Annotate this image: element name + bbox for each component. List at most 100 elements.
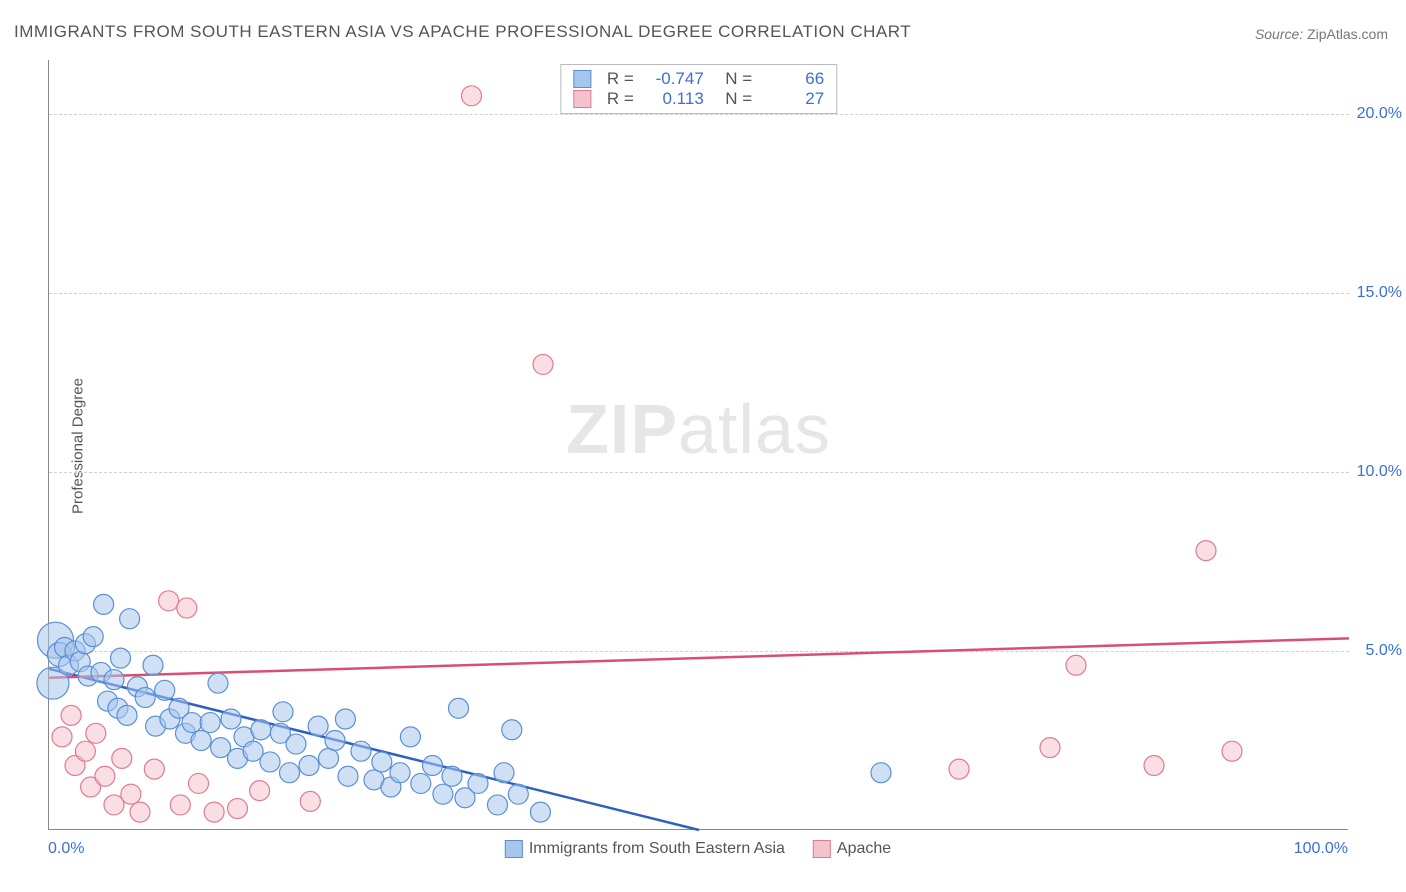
data-point (300, 791, 320, 811)
legend-N-label: N = (716, 89, 752, 109)
data-point (1196, 541, 1216, 561)
data-point (325, 730, 345, 750)
correlation-legend-row: R = -0.747 N = 66 (573, 69, 824, 89)
data-point (449, 698, 469, 718)
data-point (488, 795, 508, 815)
data-point (338, 766, 358, 786)
legend-N-label: N = (716, 69, 752, 89)
data-point (251, 720, 271, 740)
scatter-svg (49, 60, 1349, 830)
data-point (319, 748, 339, 768)
data-point (143, 655, 163, 675)
data-point (52, 727, 72, 747)
data-point (442, 766, 462, 786)
data-point (871, 763, 891, 783)
data-point (533, 354, 553, 374)
data-point (204, 802, 224, 822)
regression-line (49, 638, 1349, 677)
data-point (299, 756, 319, 776)
data-point (155, 680, 175, 700)
x-tick-min: 0.0% (48, 840, 84, 858)
data-point (949, 759, 969, 779)
series-legend-item: Apache (813, 840, 891, 858)
data-point (86, 723, 106, 743)
data-point (468, 773, 488, 793)
data-point (286, 734, 306, 754)
data-point (1040, 738, 1060, 758)
data-point (159, 591, 179, 611)
series-legend: Immigrants from South Eastern Asia Apache (505, 840, 891, 858)
data-point (400, 727, 420, 747)
legend-swatch (813, 840, 831, 858)
data-point (144, 759, 164, 779)
data-point (112, 748, 132, 768)
legend-R-label: R = (607, 69, 634, 89)
data-point (94, 594, 114, 614)
data-point (117, 705, 137, 725)
series-legend-item: Immigrants from South Eastern Asia (505, 840, 785, 858)
legend-R-value: -0.747 (644, 69, 704, 89)
data-point (411, 773, 431, 793)
data-point (95, 766, 115, 786)
data-point (335, 709, 355, 729)
legend-swatch (573, 90, 591, 108)
data-point (221, 709, 241, 729)
data-point (104, 670, 124, 690)
data-point (130, 802, 150, 822)
data-point (189, 773, 209, 793)
data-point (208, 673, 228, 693)
data-point (280, 763, 300, 783)
data-point (530, 802, 550, 822)
data-point (121, 784, 141, 804)
series-legend-label: Immigrants from South Eastern Asia (529, 840, 785, 857)
data-point (423, 756, 443, 776)
data-point (1144, 756, 1164, 776)
data-point (228, 799, 248, 819)
data-point (135, 687, 155, 707)
data-point (75, 741, 95, 761)
y-tick-label: 10.0% (1352, 463, 1402, 481)
data-point (191, 730, 211, 750)
y-tick-label: 15.0% (1352, 284, 1402, 302)
chart-title: IMMIGRANTS FROM SOUTH EASTERN ASIA VS AP… (14, 22, 911, 42)
data-point (61, 705, 81, 725)
legend-swatch (573, 70, 591, 88)
data-point (260, 752, 280, 772)
data-point (433, 784, 453, 804)
series-legend-label: Apache (837, 840, 891, 857)
x-tick-max: 100.0% (1294, 840, 1348, 858)
data-point (170, 795, 190, 815)
data-point (390, 763, 410, 783)
data-point (502, 720, 522, 740)
legend-R-label: R = (607, 89, 634, 109)
data-point (1066, 655, 1086, 675)
source-label: Source: (1255, 26, 1303, 42)
correlation-legend: R = -0.747 N = 66 R = 0.113 N = 27 (560, 64, 837, 114)
data-point (508, 784, 528, 804)
y-tick-label: 20.0% (1352, 105, 1402, 123)
plot-region: ZIPatlas 5.0%10.0%15.0%20.0% R =-0.747 N… (48, 60, 1348, 830)
data-point (1222, 741, 1242, 761)
data-point (200, 713, 220, 733)
legend-N-value: 66 (764, 69, 824, 89)
data-point (308, 716, 328, 736)
data-point (177, 598, 197, 618)
data-point (351, 741, 371, 761)
legend-N-value: 27 (764, 89, 824, 109)
correlation-legend-row: R = 0.113 N = 27 (573, 89, 824, 109)
data-point (250, 781, 270, 801)
data-point (462, 86, 482, 106)
source-value: ZipAtlas.com (1307, 26, 1388, 42)
data-point (372, 752, 392, 772)
source-attribution: Source: ZipAtlas.com (1255, 26, 1388, 42)
data-point (111, 648, 131, 668)
chart-area: ZIPatlas 5.0%10.0%15.0%20.0% R =-0.747 N… (48, 60, 1348, 830)
data-point (494, 763, 514, 783)
legend-R-value: 0.113 (644, 89, 704, 109)
data-point (120, 609, 140, 629)
data-point (273, 702, 293, 722)
y-tick-label: 5.0% (1352, 642, 1402, 660)
data-point (182, 713, 202, 733)
data-point (83, 627, 103, 647)
legend-swatch (505, 840, 523, 858)
